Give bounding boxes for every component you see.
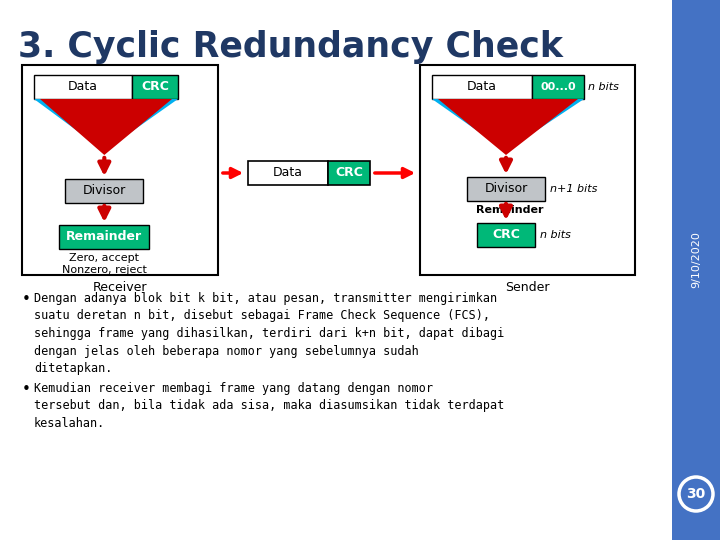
Text: Remainder: Remainder <box>66 231 143 244</box>
Text: Sender: Sender <box>505 281 550 294</box>
Bar <box>132 75 178 99</box>
Bar <box>248 161 328 185</box>
Text: Data: Data <box>273 166 303 179</box>
Bar <box>59 225 149 249</box>
Text: Data: Data <box>68 80 98 93</box>
Text: Remainder: Remainder <box>476 205 544 215</box>
Bar <box>66 179 143 203</box>
Text: 30: 30 <box>686 487 706 501</box>
Bar <box>420 65 635 275</box>
Text: n+1 bits: n+1 bits <box>550 184 598 194</box>
Bar <box>532 75 584 99</box>
Text: Divisor: Divisor <box>485 183 528 195</box>
Bar <box>477 223 535 247</box>
Text: Data: Data <box>467 80 497 93</box>
Text: 9/10/2020: 9/10/2020 <box>691 232 701 288</box>
Polygon shape <box>432 99 584 151</box>
Text: Nonzero, reject: Nonzero, reject <box>62 265 147 275</box>
Polygon shape <box>34 99 178 151</box>
Text: n bits: n bits <box>588 82 619 92</box>
Bar <box>328 161 370 185</box>
Bar <box>432 75 532 99</box>
Text: Zero, accept: Zero, accept <box>69 253 140 263</box>
Text: •: • <box>22 292 31 307</box>
Text: 3. Cyclic Redundancy Check: 3. Cyclic Redundancy Check <box>18 30 563 64</box>
Text: Dengan adanya blok bit k bit, atau pesan, transmitter mengirimkan
suatu deretan : Dengan adanya blok bit k bit, atau pesan… <box>34 292 504 375</box>
Text: CRC: CRC <box>492 228 520 241</box>
Bar <box>34 75 132 99</box>
Text: Divisor: Divisor <box>83 185 126 198</box>
Bar <box>22 65 218 275</box>
Text: CRC: CRC <box>141 80 169 93</box>
Bar <box>467 177 545 201</box>
Polygon shape <box>40 99 172 155</box>
Bar <box>672 0 720 540</box>
Text: n bits: n bits <box>540 230 571 240</box>
Text: CRC: CRC <box>335 166 363 179</box>
Text: 00...0: 00...0 <box>540 82 576 92</box>
Polygon shape <box>438 99 578 155</box>
Text: •: • <box>22 382 31 397</box>
Text: Kemudian receiver membagi frame yang datang dengan nomor
tersebut dan, bila tida: Kemudian receiver membagi frame yang dat… <box>34 382 504 430</box>
Text: Receiver: Receiver <box>93 281 148 294</box>
